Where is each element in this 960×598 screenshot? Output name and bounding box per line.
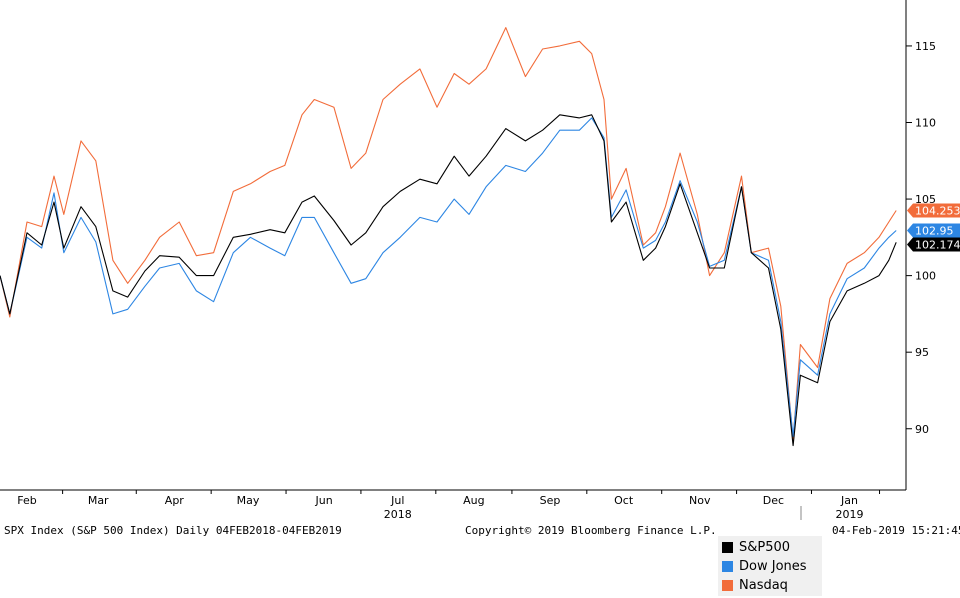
x-tick-label: Sep [540,494,561,507]
legend-label: S&P500 [739,540,791,555]
last-value-badge-s-p500: 102.174 [907,237,960,252]
footer-timestamp: 04-Feb-2019 15:21:45 [832,524,960,537]
y-tick-label: 105 [915,193,936,206]
last-value-text: 104.253 [915,205,960,218]
legend-item-nasdaq: Nasdaq [722,576,818,595]
y-tick-label: 115 [915,40,936,53]
x-tick-label: Jul [390,494,404,507]
legend-swatch [722,561,733,572]
x-year-label: 2018 [384,508,412,520]
x-tick-label: Jan [840,494,858,507]
x-tick-label: Apr [165,494,185,507]
x-tick-label: May [237,494,260,507]
series-line-nasdaq [0,27,897,441]
last-value-text: 102.174 [915,238,960,251]
line-chart: 90 95 100 105 110 115 Feb Mar Apr May Jun Jul Aug Sep… [0,0,960,520]
x-tick-label: Feb [17,494,36,507]
x-year-label: 2019 [836,508,864,520]
x-tick-label: Nov [689,494,711,507]
footer-copyright: Copyright© 2019 Bloomberg Finance L.P. [465,524,717,537]
y-tick-label: 100 [915,270,936,283]
x-tick-label: Jun [315,494,333,507]
chart-legend: S&P500 Dow Jones Nasdaq [718,536,822,596]
legend-item-dow-jones: Dow Jones [722,557,818,576]
x-tick-label: Mar [88,494,109,507]
series-layer [0,27,897,447]
legend-swatch [722,542,733,553]
x-tick-label: Oct [614,494,634,507]
legend-label: Nasdaq [739,578,788,593]
legend-item-s-p500: S&P500 [722,538,818,557]
x-tick-label: Aug [463,494,484,507]
y-tick-label: 110 [915,117,936,130]
legend-label: Dow Jones [739,559,807,574]
last-value-badge-dow-jones: 102.95 [907,223,960,238]
y-tick-label: 90 [915,423,929,436]
footer-security-info: SPX Index (S&P 500 Index) Daily 04FEB201… [4,524,342,537]
y-tick-label: 95 [915,346,929,359]
x-tick-label: Dec [763,494,784,507]
axes-layer: 90 95 100 105 110 115 Feb Mar Apr May Jun Jul Aug Sep… [0,0,936,520]
legend-swatch [722,580,733,591]
last-value-text: 102.95 [915,224,954,237]
last-value-badge-nasdaq: 104.253 [907,203,960,218]
series-line-s-p500 [0,114,897,447]
series-line-dow-jones [0,117,897,437]
